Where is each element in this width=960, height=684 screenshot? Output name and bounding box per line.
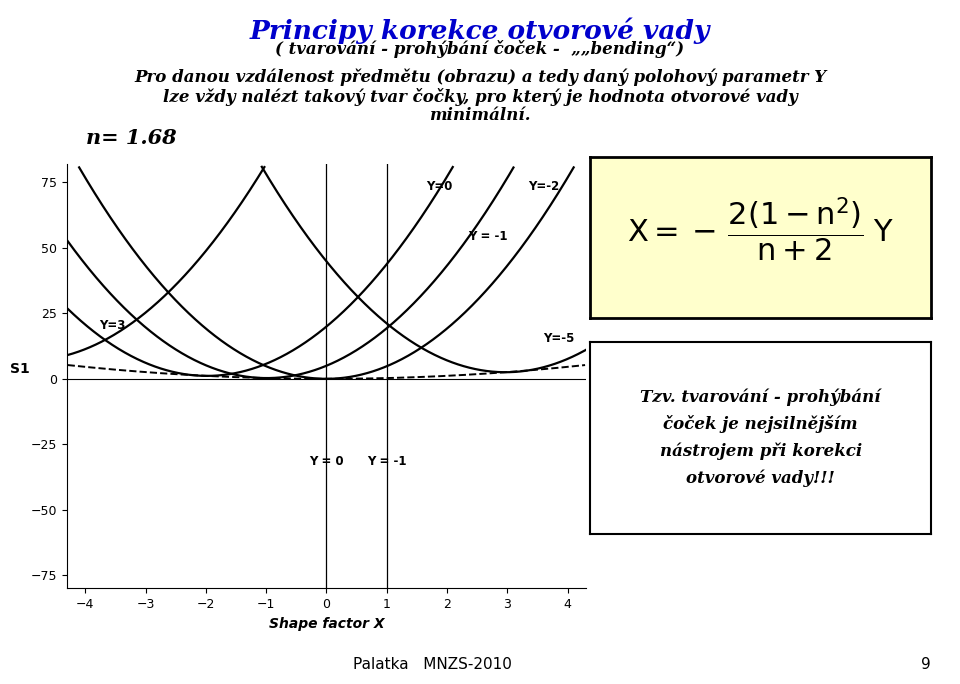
Text: n= 1.68: n= 1.68: [86, 128, 177, 148]
Text: Y = -1: Y = -1: [468, 230, 508, 243]
Text: Y=-5: Y=-5: [543, 332, 575, 345]
Text: Y = 0: Y = 0: [309, 456, 344, 469]
Text: ( tvarování - prohýbání čoček -  „„bending“): ( tvarování - prohýbání čoček - „„bendin…: [276, 40, 684, 57]
Text: Y = -1: Y = -1: [367, 456, 406, 469]
Text: Principy korekce otvorové vady: Principy korekce otvorové vady: [250, 17, 710, 44]
Text: $\mathrm{X} = -\,\dfrac{2(1-\mathrm{n}^2)}{\mathrm{n}+2}\;\mathrm{Y}$: $\mathrm{X} = -\,\dfrac{2(1-\mathrm{n}^2…: [627, 196, 895, 263]
Text: Tzv. tvarování - prohýbání
čoček je nejsilnějším
nástrojem při korekci
otvorové : Tzv. tvarování - prohýbání čoček je nejs…: [640, 388, 881, 488]
Text: Y=0: Y=0: [426, 181, 452, 194]
Text: Palatka   MNZS-2010: Palatka MNZS-2010: [352, 657, 512, 672]
Text: Pro danou vzdálenost předmětu (obrazu) a tedy daný polohový parametr Y: Pro danou vzdálenost předmětu (obrazu) a…: [134, 68, 826, 86]
Text: 9: 9: [922, 657, 931, 672]
Text: Y=-2: Y=-2: [528, 181, 560, 194]
Y-axis label: S1: S1: [10, 363, 30, 376]
Text: lze vždy nalézt takový tvar čočky, pro který je hodnota otvorové vady: lze vždy nalézt takový tvar čočky, pro k…: [162, 88, 798, 105]
Text: Y=3: Y=3: [99, 319, 126, 332]
X-axis label: Shape factor X: Shape factor X: [269, 616, 384, 631]
Text: minimální.: minimální.: [429, 107, 531, 124]
